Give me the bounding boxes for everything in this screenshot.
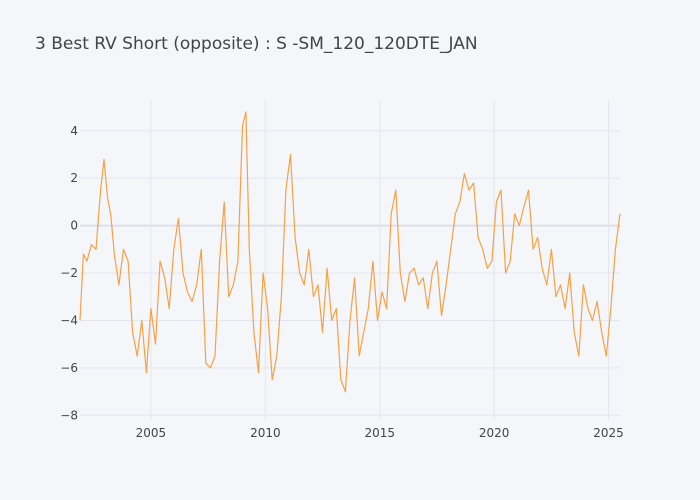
x-tick-label: 2005: [136, 426, 167, 440]
y-tick-label: −2: [60, 266, 78, 280]
y-tick-label: 4: [70, 124, 78, 138]
y-tick-label: −4: [60, 313, 78, 327]
y-tick-label: −6: [60, 361, 78, 375]
series-line: [79, 111, 621, 393]
y-tick-label: −8: [60, 408, 78, 422]
x-tick-label: 2020: [479, 426, 510, 440]
x-tick-label: 2025: [593, 426, 624, 440]
x-tick-label: 2015: [364, 426, 395, 440]
y-tick-label: 0: [70, 219, 78, 233]
y-tick-label: 2: [70, 171, 78, 185]
chart-title: 3 Best RV Short (opposite) : S -SM_120_1…: [35, 34, 478, 54]
x-tick-label: 2010: [250, 426, 281, 440]
